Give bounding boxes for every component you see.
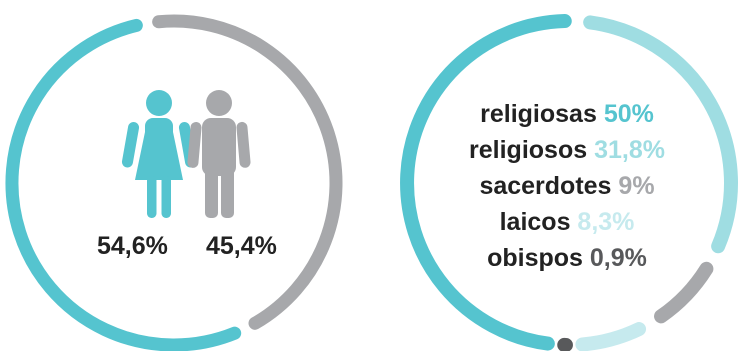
legend-label-laicos: laicos [499, 208, 571, 236]
man-icon [187, 90, 251, 218]
women-percentage: 54,6% [97, 232, 168, 260]
legend-row-obispos: obispos 0,9% [430, 240, 704, 276]
role-arc-religiosas [400, 14, 572, 351]
legend-row-religiosos: religiosos 31,8% [430, 132, 704, 168]
role-arc-laicos [575, 322, 647, 351]
legend-value-sacerdotes: 9% [618, 172, 655, 200]
gender-ring [5, 14, 343, 351]
legend-label-obispos: obispos [487, 244, 583, 272]
legend-label-religiosos: religiosos [469, 136, 588, 164]
legend-label-religiosas: religiosas [480, 100, 597, 128]
role-ring [400, 14, 738, 351]
gender-arc-men [152, 14, 343, 330]
role-arc-religiosos [583, 15, 738, 254]
legend-value-laicos: 8,3% [577, 208, 635, 236]
legend-row-sacerdotes: sacerdotes 9% [430, 168, 704, 204]
legend-row-laicos: laicos 8,3% [430, 204, 704, 240]
legend-label-sacerdotes: sacerdotes [479, 172, 612, 200]
role-arc-sacerdotes [654, 261, 714, 324]
role-legend: religiosas 50% religiosos 31,8% sacerdot… [430, 96, 704, 276]
legend-value-religiosas: 50% [603, 100, 654, 128]
legend-value-obispos: 0,9% [589, 244, 647, 272]
legend-row-religiosas: religiosas 50% [430, 96, 704, 132]
men-percentage: 45,4% [206, 232, 277, 260]
gender-arc-women [5, 18, 242, 351]
woman-icon [121, 90, 197, 218]
legend-value-religiosos: 31,8% [594, 136, 665, 164]
